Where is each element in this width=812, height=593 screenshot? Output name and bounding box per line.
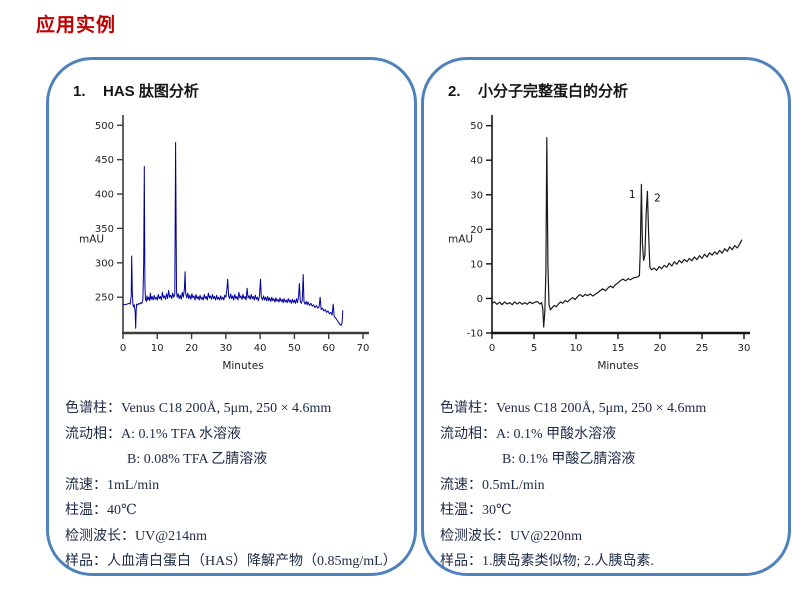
svg-text:-10: -10 [467,329,483,340]
chromatogram-has-peptide-map: 250 300 350 400 450 500 0 10 20 30 40 50 60 70 mAU Minu… [79,115,370,372]
svg-text:0: 0 [489,343,495,354]
svg-text:Minutes: Minutes [597,360,638,372]
mobile-phase-b-line: B: 0.1% 甲酸乙腈溶液 [502,452,636,467]
svg-text:30: 30 [738,343,751,354]
svg-text:20: 20 [654,343,667,354]
panel-1-number: 1. [73,83,86,100]
svg-text:20: 20 [185,343,198,354]
column-temp-line: 柱温：40℃ [65,503,137,518]
svg-text:70: 70 [357,343,370,354]
panel-2-number: 2. [448,83,461,100]
svg-text:10: 10 [570,343,583,354]
svg-text:mAU: mAU [79,233,104,245]
column-line: 色谱柱：Venus C18 200Å, 5μm, 250 × 4.6mm [65,401,332,416]
mobile-phase-b-line: B: 0.08% TFA 乙腈溶液 [127,452,268,467]
detection-wavelength-line: 检测波长：UV@214nm [65,528,208,544]
mobile-phase-a-line: 流动相：A: 0.1% TFA 水溶液 [65,426,242,442]
svg-text:40: 40 [470,156,483,167]
mobile-phase-a-line: 流动相：A: 0.1% 甲酸水溶液 [440,426,617,442]
svg-text:500: 500 [95,121,114,132]
svg-text:250: 250 [95,293,114,304]
svg-text:50: 50 [288,343,301,354]
chart-2-wrap: -10 0 10 20 30 40 50 0 5 10 15 20 25 30 mAU Minutes 1 2 [446,105,770,382]
column-line: 色谱柱：Venus C18 200Å, 5μm, 250 × 4.6mm [440,401,707,416]
svg-text:15: 15 [612,343,625,354]
svg-text:0: 0 [477,294,483,305]
svg-text:Minutes: Minutes [222,360,263,372]
panel-small-protein-analysis: 2. 小分子完整蛋白的分析 -10 0 10 20 30 40 50 0 5 10 15 20 25 30… [421,57,791,576]
svg-text:350: 350 [95,224,114,235]
panel-1-title: HAS 肽图分析 [103,83,199,100]
svg-text:mAU: mAU [448,233,473,245]
svg-text:30: 30 [219,343,232,354]
svg-text:2: 2 [654,193,661,205]
svg-text:0: 0 [120,343,126,354]
svg-text:400: 400 [95,190,114,201]
panel-2-header: 2. 小分子完整蛋白的分析 [448,80,770,101]
svg-text:300: 300 [95,258,114,269]
svg-text:25: 25 [696,343,709,354]
chart-1-wrap: 250 300 350 400 450 500 0 10 20 30 40 50 60 70 mAU Minu… [77,105,396,382]
svg-text:30: 30 [470,190,483,201]
panel-2-title: 小分子完整蛋白的分析 [478,83,629,100]
chromatogram-insulin: -10 0 10 20 30 40 50 0 5 10 15 20 25 30 mAU Minutes 1 2 [448,115,751,372]
panel-1-header: 1. HAS 肽图分析 [73,80,396,101]
svg-text:10: 10 [470,259,483,270]
svg-text:10: 10 [151,343,164,354]
svg-text:20: 20 [470,225,483,236]
sample-line: 样品：1.胰岛素类似物; 2.人胰岛素. [440,554,654,569]
flow-rate-line: 流速：0.5mL/min [440,477,545,493]
panel-2-conditions: 色谱柱：Venus C18 200Å, 5μm, 250 × 4.6mm 流动相… [440,396,770,575]
sample-line: 样品：人血清白蛋白（HAS）降解产物（0.85mg/mL） [65,554,397,569]
svg-text:40: 40 [254,343,267,354]
svg-text:50: 50 [470,121,483,132]
svg-text:1: 1 [629,189,636,201]
page-title: 应用实例 [36,15,117,36]
flow-rate-line: 流速：1mL/min [65,477,160,493]
panel-1-conditions: 色谱柱：Venus C18 200Å, 5μm, 250 × 4.6mm 流动相… [65,396,397,575]
panel-has-peptide-map: 1. HAS 肽图分析 250 300 350 400 450 500 0 10 20 30 40 5… [46,57,417,576]
svg-text:60: 60 [322,343,335,354]
svg-text:450: 450 [95,155,114,166]
column-temp-line: 柱温：30℃ [440,503,512,518]
detection-wavelength-line: 检测波长：UV@220nm [440,528,583,544]
svg-text:5: 5 [531,343,537,354]
